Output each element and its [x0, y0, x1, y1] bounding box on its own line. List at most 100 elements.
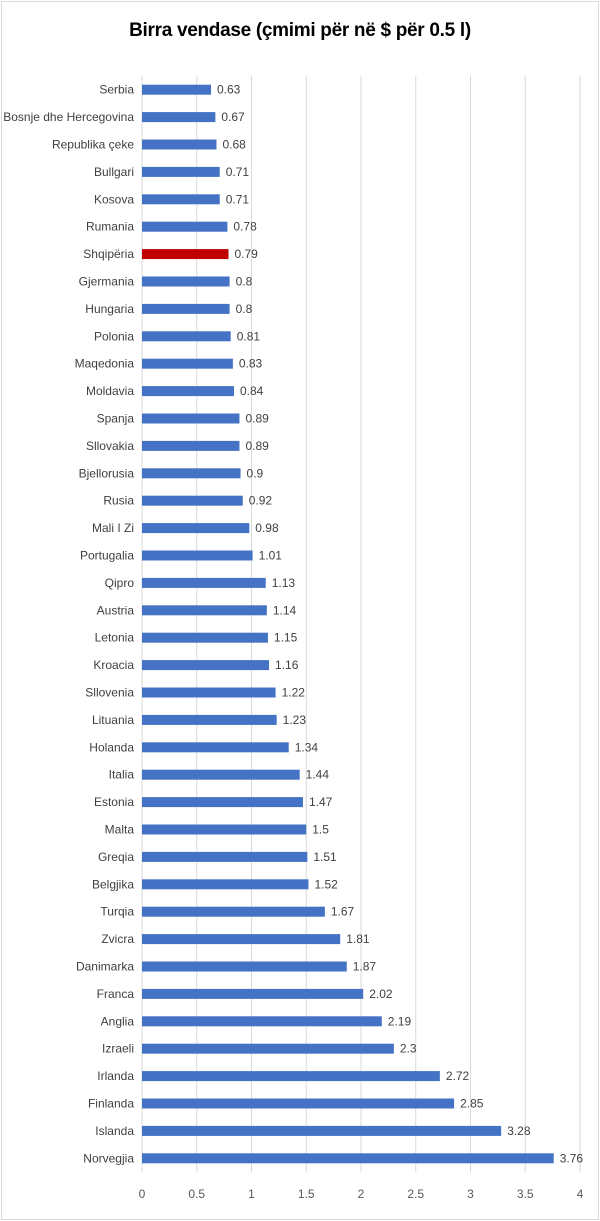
- bar: [142, 139, 217, 150]
- category-label: Republika çeke: [52, 138, 134, 152]
- bar: [142, 824, 307, 835]
- bar: [142, 934, 341, 945]
- category-label: Turqia: [100, 905, 134, 919]
- category-label: Portugalia: [80, 549, 134, 563]
- category-label: Qipro: [105, 576, 135, 590]
- data-label: 3.76: [560, 1151, 584, 1165]
- bar: [142, 1153, 554, 1164]
- bar: [142, 440, 240, 451]
- data-label: 0.9: [247, 466, 264, 480]
- bar: [142, 632, 268, 643]
- category-label: Kosova: [94, 192, 134, 206]
- bar: [142, 112, 216, 123]
- data-label: 3.28: [507, 1124, 531, 1138]
- category-label: Shqipëria: [83, 247, 134, 261]
- bar: [142, 797, 303, 808]
- data-label: 2.72: [446, 1069, 470, 1083]
- data-label: 0.83: [239, 357, 263, 371]
- data-label: 0.68: [222, 138, 246, 152]
- data-label: 0.71: [226, 192, 250, 206]
- data-label: 1.15: [274, 631, 298, 645]
- bar: [142, 906, 325, 917]
- data-label: 2.02: [369, 987, 393, 1001]
- x-tick-label: 4: [577, 1187, 584, 1201]
- bar: [142, 358, 233, 369]
- data-label: 1.5: [312, 823, 329, 837]
- category-label: Mali I Zi: [92, 521, 134, 535]
- data-label: 1.44: [306, 768, 330, 782]
- category-label: Lituania: [92, 713, 134, 727]
- x-tick-label: 3.5: [517, 1187, 534, 1201]
- data-label: 1.81: [346, 932, 370, 946]
- data-label: 1.34: [295, 740, 319, 754]
- category-label: Bjellorusia: [79, 466, 135, 480]
- x-tick-label: 3: [467, 1187, 474, 1201]
- category-label: Islanda: [95, 1124, 134, 1138]
- bar: [142, 714, 277, 725]
- category-label: Moldavia: [86, 384, 134, 398]
- data-label: 1.22: [282, 686, 306, 700]
- bar: [142, 961, 347, 972]
- bar: [142, 660, 270, 671]
- x-tick-label: 0: [139, 1187, 146, 1201]
- bar: [142, 742, 289, 753]
- bar: [142, 988, 364, 999]
- category-label: Italia: [109, 768, 135, 782]
- bar: [142, 468, 241, 479]
- bar: [142, 879, 309, 890]
- category-label: Sllovakia: [86, 439, 134, 453]
- category-label: Zvicra: [101, 932, 134, 946]
- bar: [142, 84, 211, 95]
- data-label: 1.51: [313, 850, 337, 864]
- category-label: Estonia: [94, 795, 134, 809]
- data-label: 1.16: [275, 658, 299, 672]
- bar: [142, 769, 300, 780]
- bar: [142, 331, 231, 342]
- category-label: Irlanda: [97, 1069, 134, 1083]
- x-tick-label: 2: [358, 1187, 365, 1201]
- data-label: 0.81: [237, 329, 261, 343]
- data-label: 1.01: [259, 549, 283, 563]
- bar: [142, 550, 253, 561]
- data-label: 0.67: [221, 110, 245, 124]
- category-label: Rumania: [86, 220, 134, 234]
- category-label: Belgjika: [92, 877, 134, 891]
- data-label: 0.84: [240, 384, 264, 398]
- data-label: 1.87: [353, 960, 377, 974]
- data-label: 1.47: [309, 795, 333, 809]
- data-label: 2.85: [460, 1097, 484, 1111]
- category-label: Norvegjia: [83, 1151, 134, 1165]
- data-label: 0.63: [217, 83, 241, 97]
- data-label: 1.14: [273, 603, 297, 617]
- category-label: Spanja: [97, 412, 135, 426]
- category-label: Hungaria: [85, 302, 134, 316]
- bar: [142, 851, 308, 862]
- category-label: Sllovenia: [85, 686, 134, 700]
- data-label: 0.8: [236, 302, 253, 316]
- bar: [142, 221, 228, 232]
- category-label: Finlanda: [88, 1097, 134, 1111]
- category-label: Franca: [97, 987, 135, 1001]
- data-label: 1.67: [331, 905, 355, 919]
- data-label: 1.13: [272, 576, 296, 590]
- category-label: Letonia: [95, 631, 135, 645]
- data-label: 1.23: [283, 713, 307, 727]
- data-label: 2.3: [400, 1042, 417, 1056]
- bar: [142, 1125, 502, 1136]
- bar: [142, 276, 230, 287]
- bar: [142, 303, 230, 314]
- bar: [142, 386, 234, 397]
- bar: [142, 495, 243, 506]
- bar: [142, 249, 229, 260]
- data-label: 0.89: [245, 412, 269, 426]
- category-label: Gjermania: [79, 275, 135, 289]
- category-label: Malta: [105, 823, 135, 837]
- category-label: Izraeli: [102, 1042, 134, 1056]
- bar: [142, 1016, 382, 1027]
- data-label: 1.52: [314, 877, 338, 891]
- category-label: Bullgari: [94, 165, 134, 179]
- data-label: 0.71: [226, 165, 250, 179]
- bar: [142, 1098, 455, 1109]
